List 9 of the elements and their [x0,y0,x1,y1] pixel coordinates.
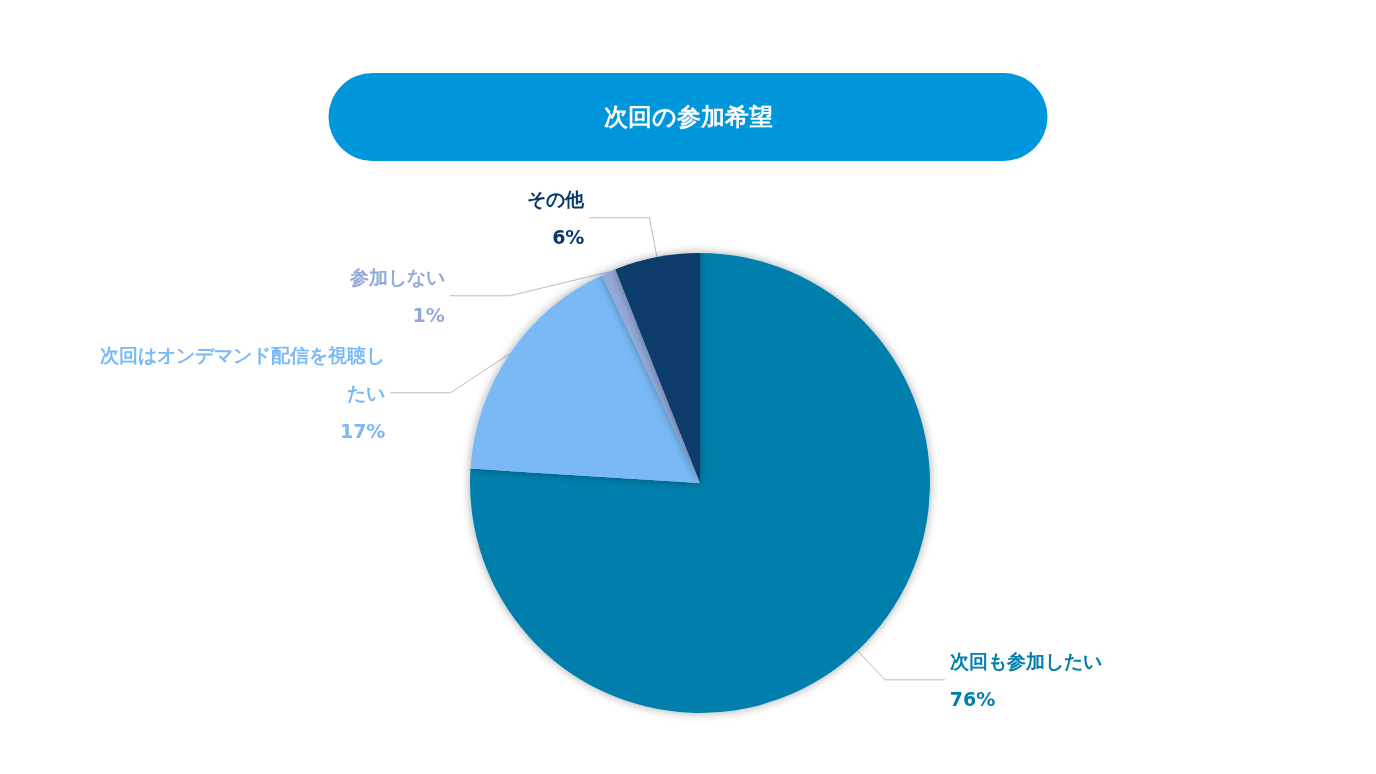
slice-label: その他 [527,187,586,210]
data-label: 1% [412,303,445,326]
slice-label: 次回はオンデマンド配信を視聴したい [100,343,386,404]
data-label: 6% [552,225,585,248]
data-label: 17% [339,419,386,442]
chart-title: 次回の参加希望 [603,103,773,131]
slice-label: 参加しない [348,265,445,288]
data-label: 76% [949,687,996,710]
slice-label: 次回も参加したい [949,649,1102,672]
